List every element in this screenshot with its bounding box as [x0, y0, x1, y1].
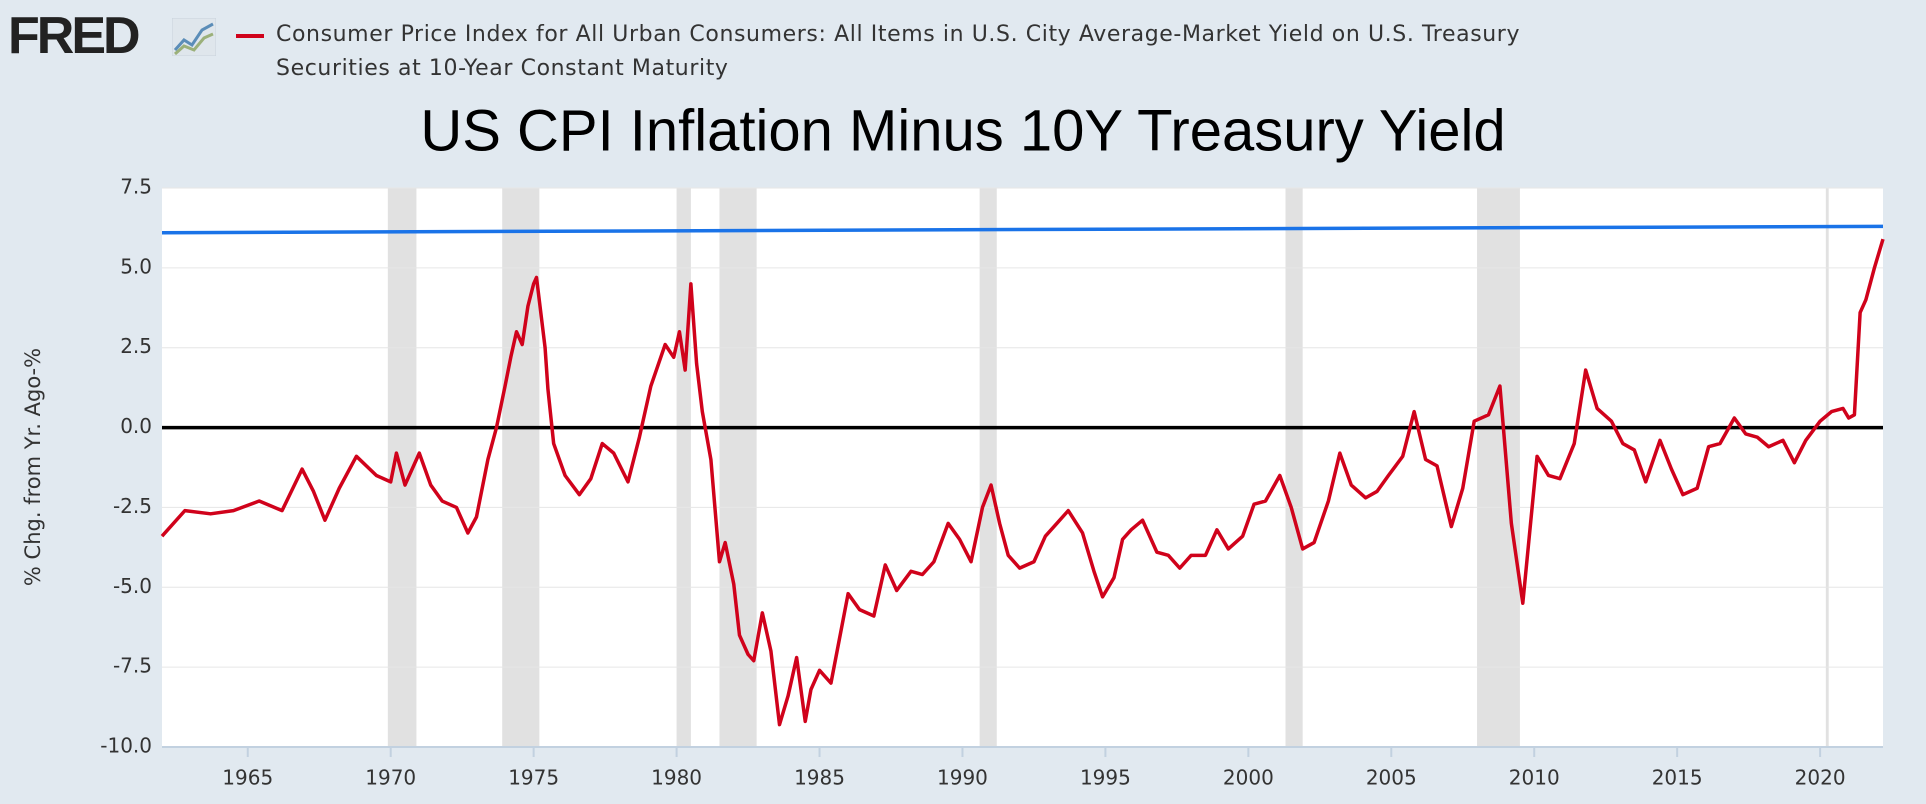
x-tick-label: 1990 [937, 766, 988, 790]
legend-swatch [236, 34, 264, 38]
y-tick-label: -5.0 [113, 574, 152, 598]
y-tick-label: -2.5 [113, 494, 152, 518]
x-tick-label: 1995 [1080, 766, 1131, 790]
x-tick-label: 2005 [1366, 766, 1417, 790]
legend-label: Consumer Price Index for All Urban Consu… [276, 22, 1521, 81]
y-tick-label: -7.5 [113, 654, 152, 678]
legend: Consumer Price Index for All Urban Consu… [236, 18, 1596, 86]
x-tick-label: 1975 [508, 766, 559, 790]
recession-band [719, 188, 757, 747]
y-tick-label: 0.0 [120, 414, 152, 438]
x-tick-label: 2015 [1652, 766, 1703, 790]
x-tick-label: 2000 [1223, 766, 1274, 790]
y-tick-label: 5.0 [120, 254, 152, 278]
y-axis-label: % Chg. from Yr. Ago-% [21, 348, 45, 586]
x-tick-label: 1980 [651, 766, 702, 790]
recession-band [676, 188, 691, 747]
recession-band [1825, 188, 1829, 747]
x-tick-label: 2010 [1509, 766, 1560, 790]
y-tick-label: 7.5 [120, 175, 152, 199]
logo-icon [172, 18, 216, 56]
x-tick-label: 1985 [794, 766, 845, 790]
y-tick-label: -10.0 [100, 734, 152, 758]
recession-band [979, 188, 997, 747]
recession-band [1477, 188, 1520, 747]
series-line [160, 238, 1885, 727]
logo-icon-line [173, 22, 214, 52]
plot-area [162, 188, 1883, 747]
x-tick-label: 1965 [222, 766, 273, 790]
series-line [161, 224, 1884, 235]
logo-icon-line [174, 32, 214, 56]
y-tick-label: 2.5 [120, 334, 152, 358]
recession-band [1285, 188, 1303, 747]
x-tick-label: 1970 [365, 766, 416, 790]
recession-band [502, 188, 540, 747]
logo: FRED [8, 7, 141, 65]
chart-title: US CPI Inflation Minus 10Y Treasury Yiel… [420, 98, 1505, 163]
x-tick-label: 2020 [1795, 766, 1846, 790]
